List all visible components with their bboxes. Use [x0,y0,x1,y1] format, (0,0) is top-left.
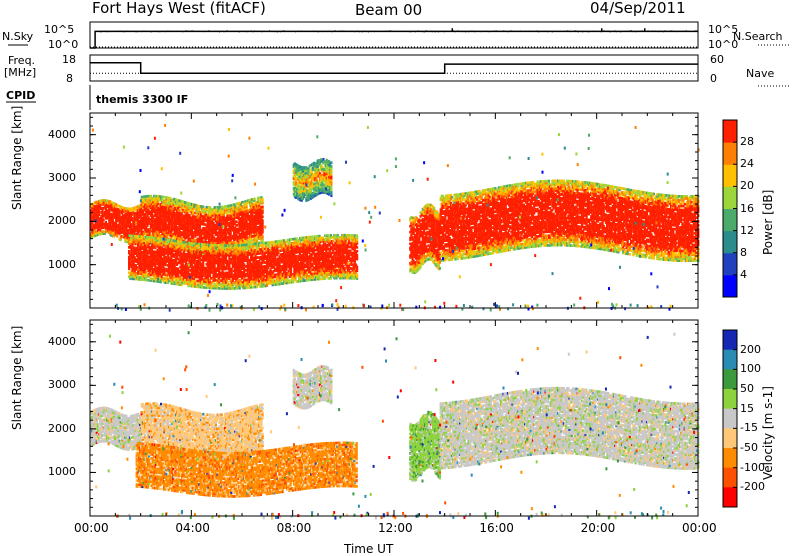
velocity-ylabel: Slant Range [km] [10,326,24,430]
freq-unit: [MHz] [4,66,36,79]
nsky-tick-low: 10^0 [48,38,78,51]
xtick-label-4: 16:00 [479,521,514,535]
power-region-4 [409,203,441,274]
velocity-colorbar [723,330,737,508]
velocity-colorbar-tick-5: -50 [740,441,758,454]
velocity-colorbar-seg-1 [723,350,737,370]
velocity-colorbar-seg-5 [723,428,737,448]
xtick-label-2: 08:00 [277,521,312,535]
power-colorbar-tick-1: 8 [740,246,747,259]
velocity-ytick-label-3: 4000 [48,335,76,348]
power-colorbar-seg-0 [723,275,737,298]
nsky-label: N.Sky [2,30,33,43]
freq-tick-low: 8 [66,72,73,85]
nsky-line [90,31,698,48]
power-region-5 [440,180,700,263]
xtick-label-1: 04:00 [175,521,210,535]
nave-tick-low: 0 [710,72,717,85]
nsearch-tick-high: 10^5 [708,23,738,36]
velocity-colorbar-seg-6 [723,448,737,468]
date-label: 04/Sep/2011 [590,0,686,17]
power-colorbar-tick-6: 28 [740,135,754,148]
power-colorbar-seg-1 [723,253,737,276]
power-colorbar-seg-6 [723,142,737,165]
velocity-colorbar-tick-7: -200 [740,480,765,493]
xtick-label-5: 20:00 [581,521,616,535]
freq-tick-high: 18 [62,53,76,66]
velocity-colorbar-tick-2: 50 [740,382,754,395]
velocity-heatmap [90,331,699,520]
station-title: Fort Hays West (fitACF) [92,0,266,17]
velocity-colorbar-tick-1: 100 [740,362,761,375]
velocity-region-0 [90,407,142,451]
power-colorbar-seg-5 [723,164,737,187]
velocity-colorbar-seg-4 [723,409,737,429]
power-colorbar-tick-5: 24 [740,157,754,170]
velocity-colorbar-tick-0: 200 [740,343,761,356]
power-ylabel: Slant Range [km] [10,106,24,210]
beam-label: Beam 00 [355,1,422,19]
velocity-colorbar-tick-4: -15 [740,421,758,434]
nsearch-label: N.Search [733,30,783,43]
cpid-value: themis 3300 IF [96,93,188,106]
power-colorbar-tick-3: 16 [740,202,754,215]
velocity-colorbar-seg-8 [723,487,737,507]
power-colorbar-seg-7 [723,120,737,143]
xtick-label-0: 00:00 [74,521,109,535]
velocity-colorbar-tick-3: 15 [740,402,754,415]
power-colorbar-tick-2: 12 [740,224,754,237]
freq-line [90,63,698,73]
power-colorbar-tick-0: 4 [740,268,747,281]
velocity-colorbar-seg-0 [723,330,737,350]
freq-panel [90,55,698,81]
power-region-3 [293,158,333,202]
power-ytick-label-0: 1000 [48,258,76,271]
nave-tick-high: 60 [710,53,724,66]
velocity-colorbar-tick-6: -100 [740,461,765,474]
velocity-region-3 [293,365,333,409]
cpid-label: CPID [6,89,35,102]
nave-label: Nave [746,67,774,80]
power-ytick-label-1: 2000 [48,214,76,227]
power-colorbar-tick-4: 20 [740,179,754,192]
velocity-ytick-label-2: 3000 [48,378,76,391]
velocity-colorbar-seg-3 [723,389,737,409]
power-ytick-label-3: 4000 [48,128,76,141]
velocity-region-5 [440,387,700,470]
velocity-ytick-label-0: 1000 [48,465,76,478]
xtick-label-6: 00:00 [682,521,717,535]
power-colorbar-seg-3 [723,209,737,232]
nsky-panel [90,22,698,48]
power-heatmap [90,124,700,312]
power-ytick-label-2: 3000 [48,171,76,184]
velocity-ytick-label-1: 2000 [48,422,76,435]
nsearch-tick-low: 10^0 [708,38,738,51]
power-colorbar-label: Power [dB] [761,190,775,255]
xtick-label-3: 12:00 [378,521,413,535]
nsky-tick-high: 10^5 [44,23,74,36]
power-colorbar-seg-4 [723,186,737,209]
velocity-colorbar-seg-2 [723,369,737,389]
velocity-region-4 [409,411,441,482]
velocity-colorbar-seg-7 [723,468,737,488]
power-colorbar-seg-2 [723,231,737,254]
